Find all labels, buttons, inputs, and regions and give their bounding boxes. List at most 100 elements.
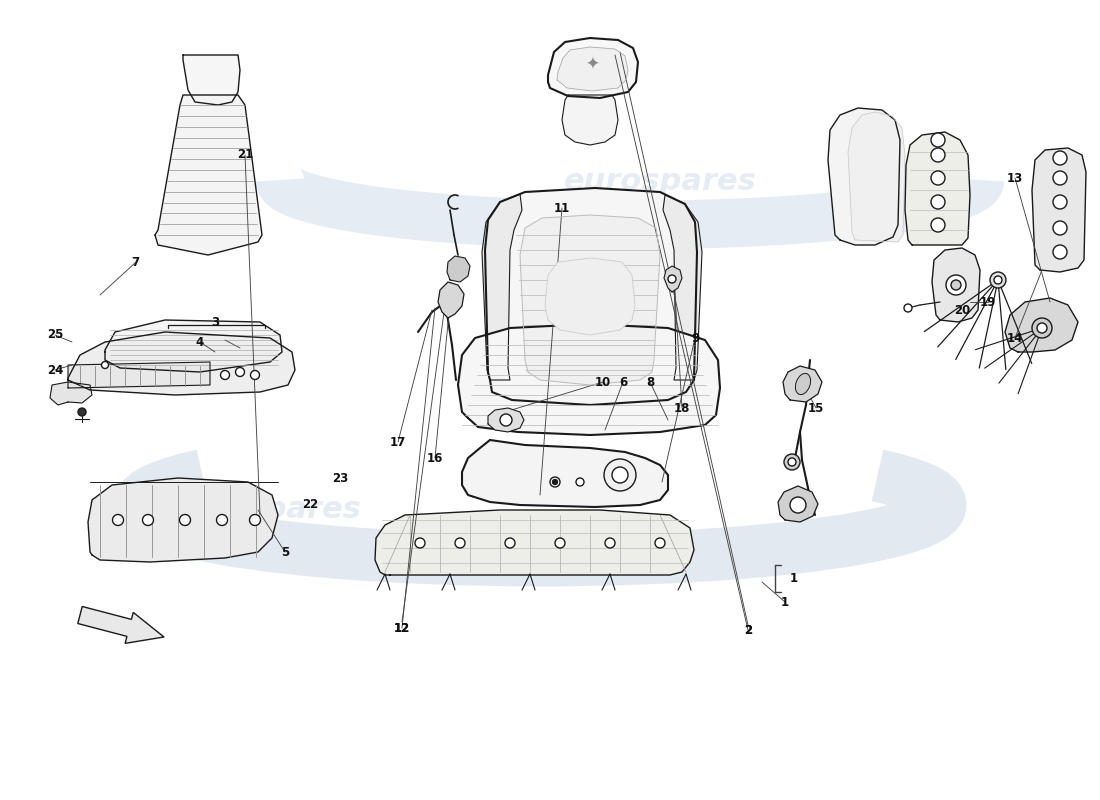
Circle shape [235, 367, 244, 377]
Circle shape [251, 370, 260, 379]
Polygon shape [375, 510, 694, 575]
Text: 3: 3 [211, 315, 219, 329]
Text: 11: 11 [554, 202, 570, 214]
Polygon shape [68, 332, 295, 395]
Circle shape [612, 467, 628, 483]
Polygon shape [438, 282, 464, 318]
Polygon shape [1005, 298, 1078, 352]
Circle shape [143, 514, 154, 526]
Circle shape [250, 514, 261, 526]
Circle shape [1037, 323, 1047, 333]
Polygon shape [1032, 148, 1086, 272]
Circle shape [179, 514, 190, 526]
Circle shape [790, 497, 806, 513]
FancyArrow shape [78, 606, 164, 643]
Text: 1: 1 [790, 571, 799, 585]
Polygon shape [848, 112, 905, 242]
Circle shape [220, 370, 230, 379]
Circle shape [604, 459, 636, 491]
Text: 14: 14 [1006, 331, 1023, 345]
Circle shape [605, 538, 615, 548]
Polygon shape [68, 362, 210, 388]
Polygon shape [932, 248, 980, 322]
Text: 25: 25 [47, 329, 63, 342]
Circle shape [931, 148, 945, 162]
Ellipse shape [795, 374, 811, 394]
Circle shape [931, 133, 945, 147]
Circle shape [784, 454, 800, 470]
Text: 18: 18 [674, 402, 690, 414]
Circle shape [550, 477, 560, 487]
Text: 7: 7 [131, 257, 139, 270]
Circle shape [552, 479, 558, 485]
Polygon shape [905, 132, 970, 245]
Text: 20: 20 [954, 303, 970, 317]
Circle shape [1053, 151, 1067, 165]
Polygon shape [828, 108, 900, 245]
Text: 9: 9 [691, 331, 700, 345]
Text: 24: 24 [47, 363, 63, 377]
Circle shape [990, 272, 1006, 288]
Polygon shape [155, 95, 262, 255]
Circle shape [576, 478, 584, 486]
Text: 22: 22 [301, 498, 318, 511]
Polygon shape [462, 440, 668, 507]
Circle shape [415, 538, 425, 548]
Text: ✦: ✦ [585, 56, 598, 74]
Text: 16: 16 [427, 451, 443, 465]
Text: 8: 8 [646, 375, 654, 389]
Text: 6: 6 [619, 375, 627, 389]
Circle shape [101, 362, 109, 369]
Polygon shape [447, 256, 470, 282]
Circle shape [931, 171, 945, 185]
Text: 2: 2 [744, 623, 752, 637]
Polygon shape [458, 324, 720, 435]
Circle shape [217, 514, 228, 526]
Polygon shape [783, 366, 822, 402]
Circle shape [500, 414, 512, 426]
Text: 13: 13 [1006, 171, 1023, 185]
Text: 10: 10 [595, 375, 612, 389]
Circle shape [1053, 171, 1067, 185]
Circle shape [788, 458, 796, 466]
Polygon shape [778, 486, 818, 522]
Circle shape [1053, 245, 1067, 259]
Text: 21: 21 [236, 149, 253, 162]
Polygon shape [562, 95, 618, 145]
Polygon shape [482, 194, 522, 380]
Circle shape [904, 304, 912, 312]
Polygon shape [520, 215, 660, 385]
Polygon shape [664, 266, 682, 292]
Text: 23: 23 [332, 471, 348, 485]
Circle shape [931, 195, 945, 209]
Text: 4: 4 [196, 335, 205, 349]
Polygon shape [183, 55, 240, 105]
Polygon shape [548, 38, 638, 98]
Circle shape [112, 514, 123, 526]
Polygon shape [50, 382, 92, 405]
Text: 12: 12 [394, 622, 410, 634]
Circle shape [505, 538, 515, 548]
Text: 1: 1 [781, 595, 789, 609]
Polygon shape [544, 258, 635, 335]
Polygon shape [557, 47, 628, 91]
Circle shape [78, 408, 86, 416]
Text: 12: 12 [394, 622, 410, 634]
Circle shape [1032, 318, 1052, 338]
Circle shape [654, 538, 666, 548]
Circle shape [952, 280, 961, 290]
Polygon shape [485, 188, 697, 405]
Text: 15: 15 [807, 402, 824, 414]
Polygon shape [663, 195, 702, 380]
Circle shape [946, 275, 966, 295]
Polygon shape [104, 320, 282, 372]
Text: 19: 19 [980, 295, 997, 309]
Circle shape [556, 538, 565, 548]
Polygon shape [88, 478, 278, 562]
Text: 2: 2 [744, 623, 752, 637]
Text: eurospares: eurospares [168, 495, 362, 525]
Polygon shape [488, 408, 524, 432]
Text: eurospares: eurospares [563, 167, 757, 197]
Circle shape [931, 218, 945, 232]
Circle shape [668, 275, 676, 283]
